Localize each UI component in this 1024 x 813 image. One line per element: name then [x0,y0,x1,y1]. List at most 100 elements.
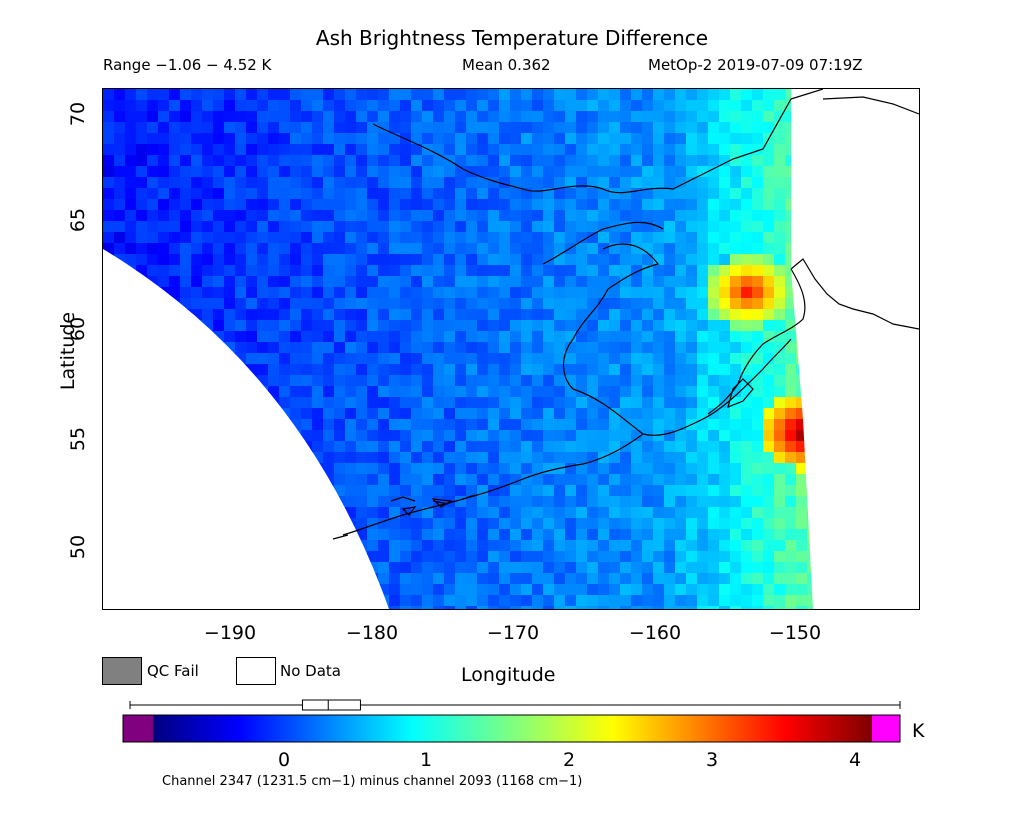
data-pixel [246,265,258,277]
data-pixel [653,540,665,552]
data-pixel [378,540,390,552]
data-pixel [642,353,654,365]
data-pixel [422,188,434,200]
data-pixel [312,166,324,178]
data-pixel [598,573,610,585]
data-pixel [444,166,456,178]
data-pixel [620,144,632,156]
y-tick-label: 65 [67,207,89,233]
data-pixel [642,243,654,255]
data-pixel [466,375,478,387]
data-pixel [785,529,797,541]
data-pixel [147,221,159,233]
data-pixel [554,155,566,167]
data-pixel [279,221,291,233]
data-pixel [213,199,225,211]
data-pixel [334,474,346,486]
data-pixel [257,177,269,189]
data-pixel [532,232,544,244]
data-pixel [411,331,423,343]
data-pixel [466,518,478,530]
data-pixel [433,474,445,486]
data-pixel [532,144,544,156]
data-pixel [730,430,742,442]
data-pixel [103,210,115,222]
data-pixel [202,166,214,178]
data-pixel [367,386,379,398]
data-pixel [499,188,511,200]
data-pixel [268,309,280,321]
data-pixel [444,386,456,398]
data-pixel [400,408,412,420]
data-pixel [554,210,566,222]
data-pixel [642,276,654,288]
data-pixel [620,518,632,530]
data-pixel [565,342,577,354]
data-pixel [785,89,797,101]
data-pixel [378,210,390,222]
data-pixel [521,364,533,376]
data-pixel [609,100,621,112]
data-pixel [719,364,731,376]
data-pixel [389,397,401,409]
data-pixel [433,331,445,343]
data-pixel [455,353,467,365]
data-pixel [246,353,258,365]
data-pixel [400,496,412,508]
data-pixel [554,166,566,178]
data-pixel [708,331,720,343]
data-pixel [455,298,467,310]
x-tick-label: −170 [486,622,540,644]
data-pixel [598,408,610,420]
data-pixel [499,573,511,585]
data-pixel [653,573,665,585]
data-pixel [697,232,709,244]
data-pixel [411,309,423,321]
data-pixel [532,188,544,200]
data-pixel [642,221,654,233]
data-pixel [642,254,654,266]
data-pixel [422,474,434,486]
data-pixel [609,474,621,486]
data-pixel [587,177,599,189]
data-pixel [521,177,533,189]
data-pixel [708,265,720,277]
data-pixel [444,364,456,376]
data-pixel [422,298,434,310]
data-pixel [444,441,456,453]
data-pixel [290,397,302,409]
data-pixel [686,496,698,508]
data-pixel [224,309,236,321]
data-pixel [367,188,379,200]
data-pixel [653,430,665,442]
data-pixel [554,254,566,266]
data-pixel [774,342,786,354]
data-pixel [213,144,225,156]
data-pixel [290,342,302,354]
cook-inlet [707,268,806,415]
data-pixel [455,221,467,233]
data-pixel [719,386,731,398]
data-pixel [488,133,500,145]
data-pixel [609,210,621,222]
data-pixel [312,419,324,431]
data-pixel [158,221,170,233]
data-pixel [334,188,346,200]
data-pixel [312,265,324,277]
data-pixel [554,122,566,134]
data-pixel [653,452,665,464]
data-pixel [763,265,775,277]
data-pixel [642,155,654,167]
data-pixel [763,529,775,541]
data-pixel [576,529,588,541]
data-pixel [477,485,489,497]
data-pixel [114,210,126,222]
data-pixel [730,320,742,332]
data-pixel [543,452,555,464]
data-pixel [774,540,786,552]
data-pixel [356,188,368,200]
data-pixel [103,133,115,145]
data-pixel [807,562,813,574]
data-pixel [576,100,588,112]
data-pixel [334,89,346,101]
